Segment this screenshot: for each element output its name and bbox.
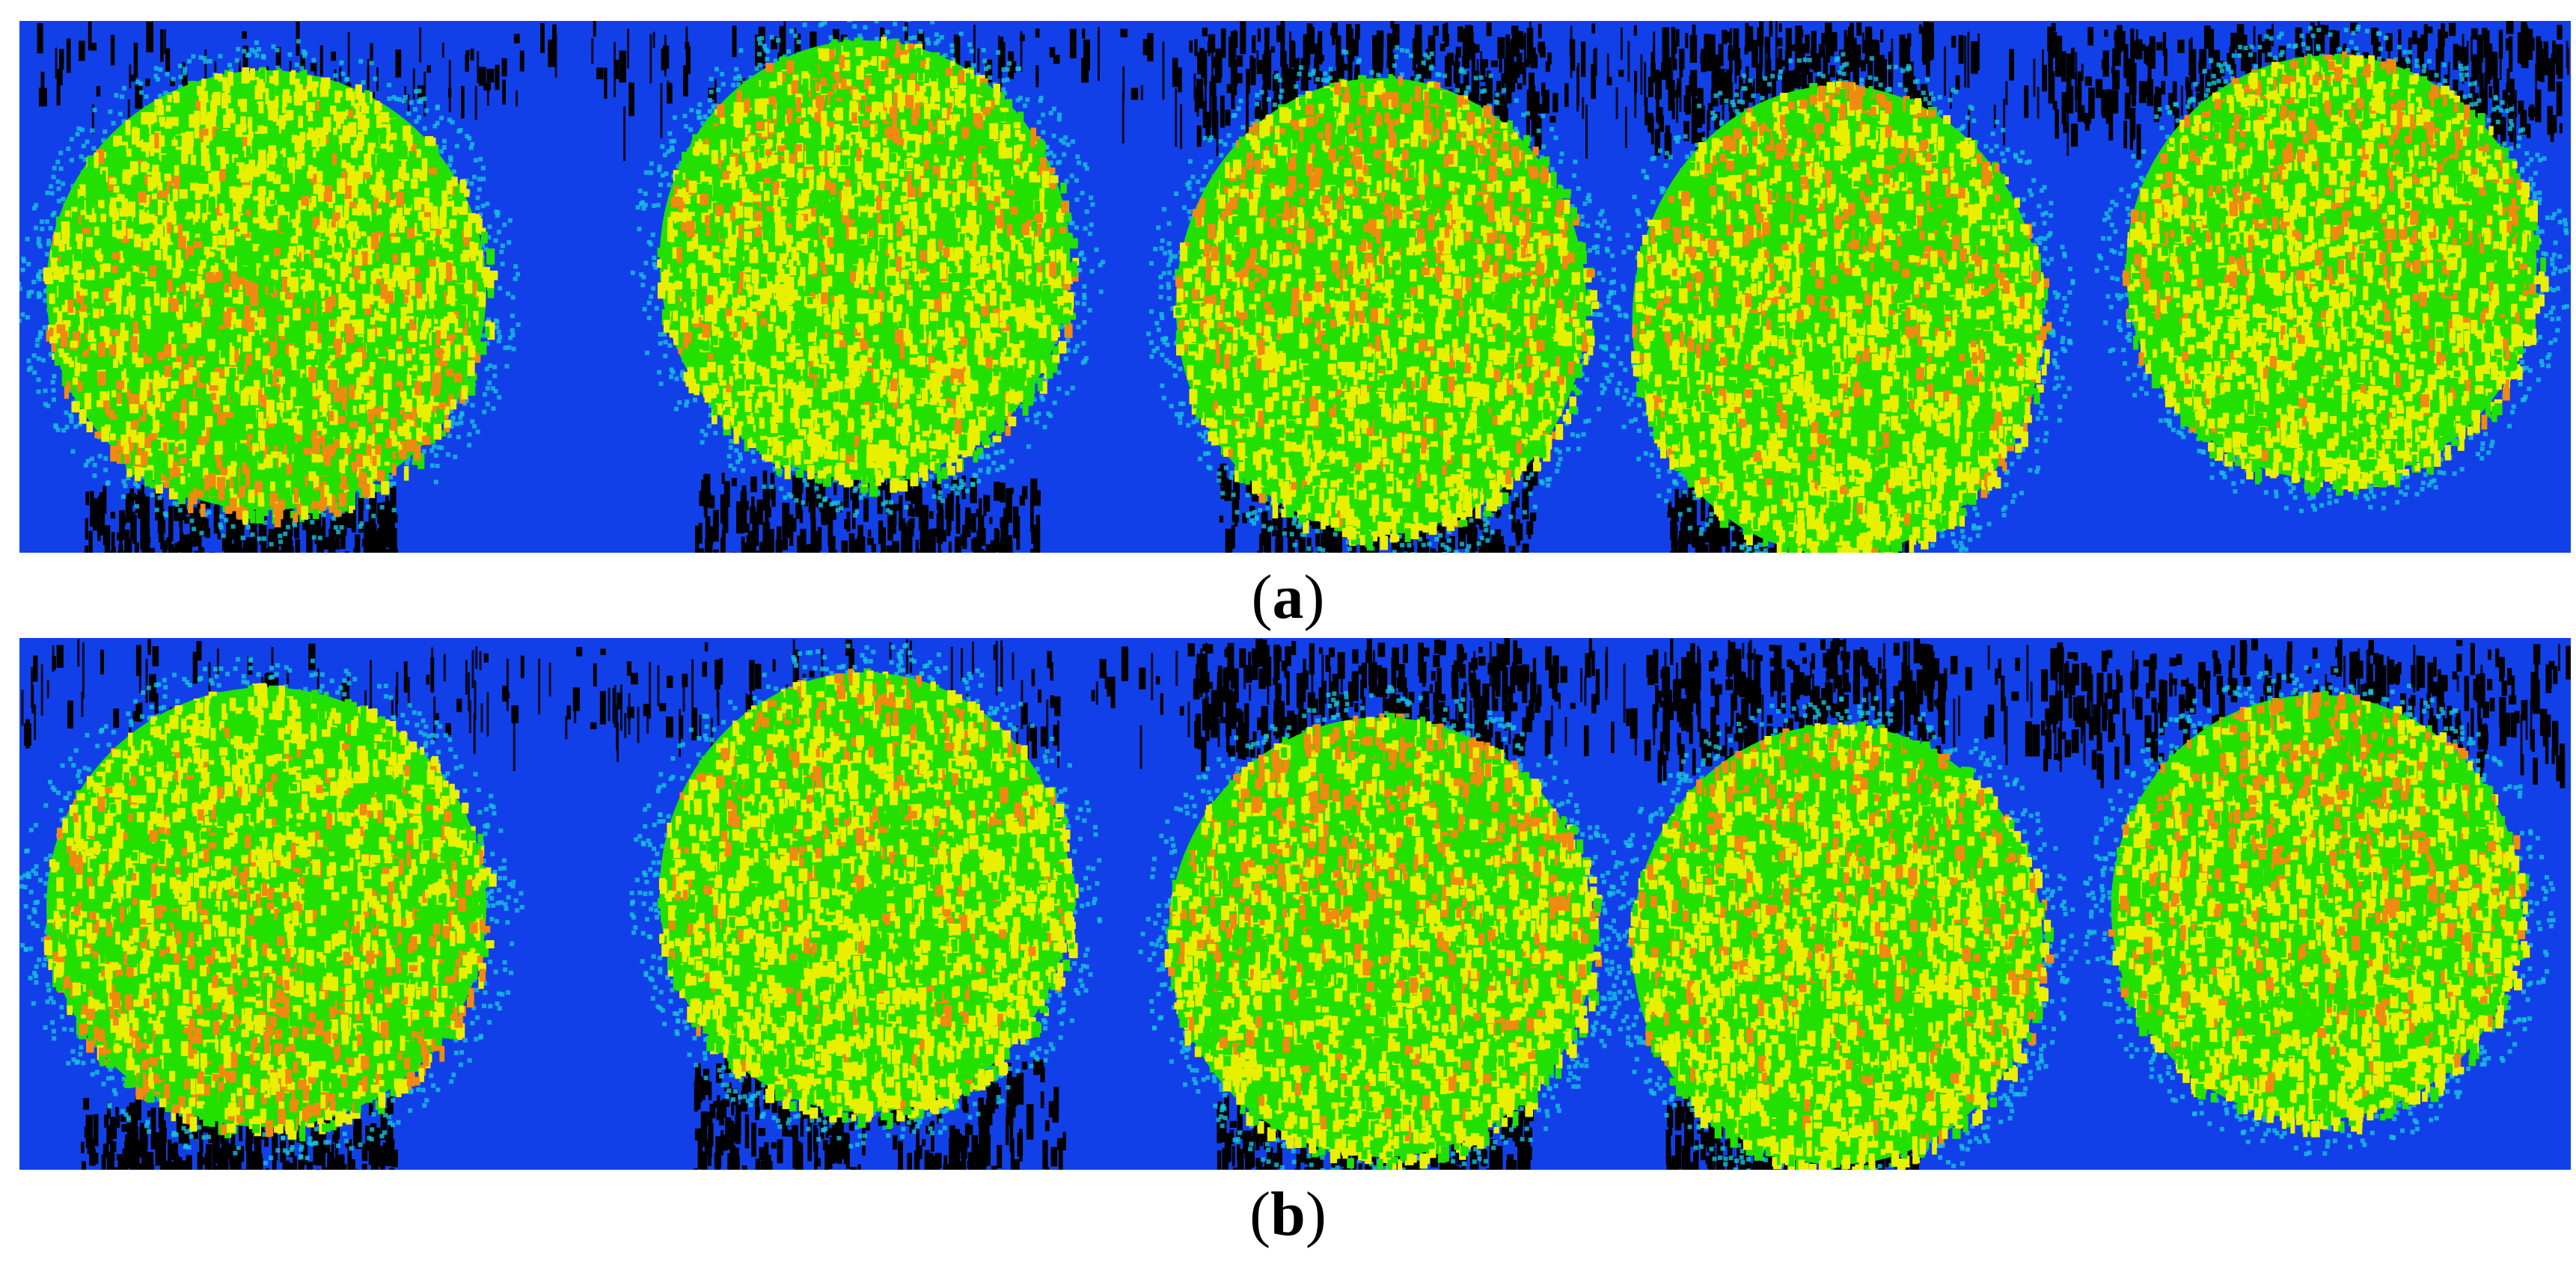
panel-caption-a: (a) bbox=[0, 566, 2576, 629]
plant-canopy bbox=[2094, 24, 2571, 514]
panel-letter-b: b bbox=[1270, 1179, 1306, 1249]
plant-canopy bbox=[19, 39, 521, 547]
plant-canopy bbox=[629, 642, 1102, 1149]
plant-canopy bbox=[630, 21, 1105, 518]
plant-canopy bbox=[1603, 52, 2075, 553]
plant-canopy bbox=[19, 657, 524, 1165]
plant-canopy bbox=[1603, 696, 2078, 1170]
height-map-panel-a bbox=[19, 21, 2571, 553]
panel-caption-b: (b) bbox=[0, 1183, 2576, 1246]
plant-canopy bbox=[2083, 663, 2556, 1156]
height-map-panel-b bbox=[19, 638, 2571, 1170]
plant-canopy bbox=[1138, 684, 1630, 1170]
height-map-image-b bbox=[19, 638, 2571, 1170]
panel-letter-a: a bbox=[1273, 562, 1304, 632]
plant-canopy bbox=[1146, 45, 1623, 553]
height-map-image-a bbox=[19, 21, 2571, 553]
